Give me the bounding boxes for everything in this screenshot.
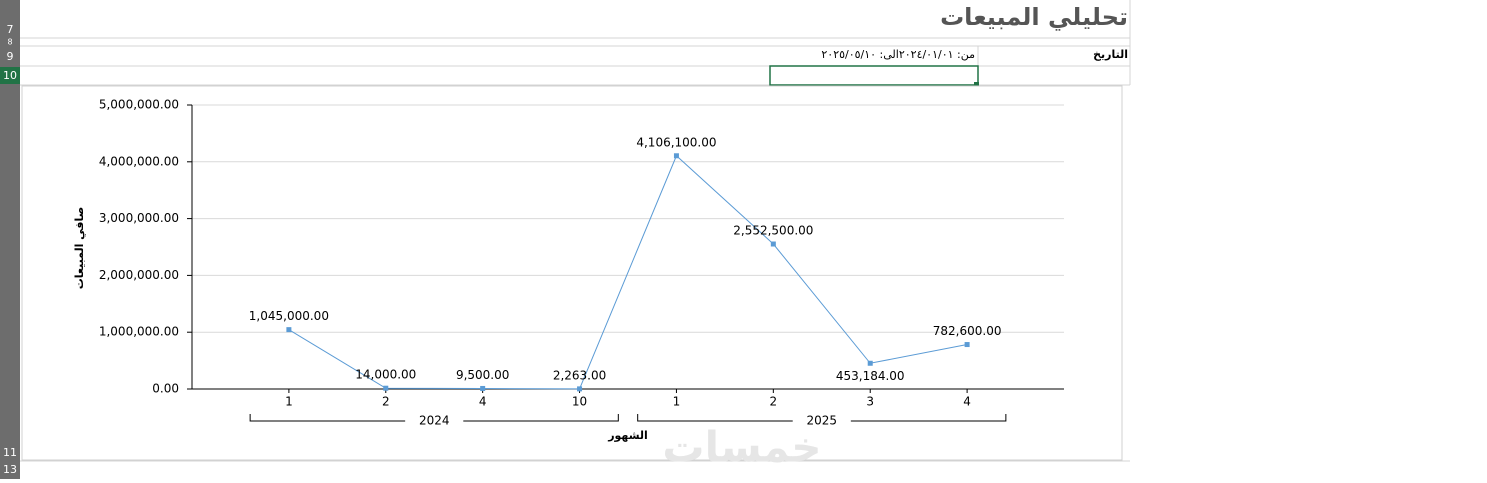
group-label-bg (792, 418, 851, 424)
marker (770, 241, 776, 247)
marker (383, 385, 389, 391)
row-number: 11 (3, 446, 17, 459)
group-label: 2024 (419, 414, 450, 428)
y-axis-title: صافي المبيعات (73, 207, 86, 290)
data-label: 14,000.00 (355, 368, 416, 382)
x-axis-title: الشهور (607, 429, 648, 442)
row-number: 8 (7, 38, 12, 47)
data-label: 453,184.00 (836, 369, 905, 383)
marker (867, 360, 873, 366)
x-tick-label: 10 (572, 395, 587, 409)
data-label: 2,552,500.00 (733, 224, 813, 238)
row-number: 10 (3, 69, 17, 82)
y-tick-label: 0.00 (152, 382, 179, 396)
group-label-bg (405, 418, 464, 424)
date-label: التاريخ (1093, 48, 1128, 61)
y-tick-label: 2,000,000.00 (99, 268, 179, 282)
row-number: 7 (7, 23, 14, 36)
data-label: 1,045,000.00 (249, 309, 329, 323)
date-value: من: ٢٠٢٤/٠١/٠١الى: ٢٠٢٥/٠٥/١٠ (821, 48, 975, 61)
data-label: 2,263.00 (553, 368, 606, 382)
marker (964, 342, 970, 348)
row-number: 13 (3, 463, 17, 476)
row-number: 9 (7, 50, 14, 63)
chart-area[interactable] (21, 85, 1123, 461)
plot: 0.00 1,000,000.00 2,000,000.00 3,000,000.00… (99, 98, 1064, 428)
data-label: 4,106,100.00 (636, 135, 716, 149)
fill-handle[interactable] (974, 82, 979, 87)
selected-cell[interactable] (769, 65, 979, 86)
sheet-title: تحليلي المبيعات (940, 3, 1128, 31)
marker (480, 385, 486, 391)
y-tick-label: 5,000,000.00 (99, 98, 179, 112)
marker (577, 386, 583, 392)
row-active (0, 67, 20, 84)
x-tick-label: 1 (673, 395, 681, 409)
row-header-bar (0, 0, 20, 479)
y-tick-label: 3,000,000.00 (99, 211, 179, 225)
line (288, 154, 968, 390)
data-label: 9,500.00 (456, 368, 509, 382)
watermark: خمسات (662, 423, 821, 472)
marker (673, 153, 679, 159)
x-tick-label: 4 (479, 395, 487, 409)
x-tick-label: 3 (866, 395, 874, 409)
x-tick-label: 1 (285, 395, 293, 409)
y-tick-label: 1,000,000.00 (99, 325, 179, 339)
x-tick-label: 4 (963, 395, 971, 409)
x-tick-label: 2 (770, 395, 778, 409)
data-label: 782,600.00 (933, 324, 1002, 338)
y-tick-label: 4,000,000.00 (99, 154, 179, 168)
x-tick-label: 2 (382, 395, 390, 409)
marker (286, 327, 292, 333)
group-label: 2025 (807, 414, 838, 428)
